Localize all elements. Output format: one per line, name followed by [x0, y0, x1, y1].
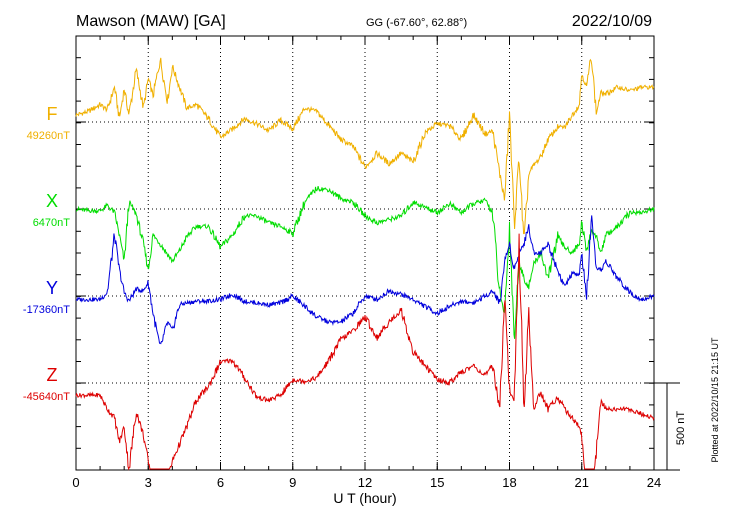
series-name-y: Y: [46, 278, 58, 298]
x-tick-label: 21: [575, 475, 589, 490]
series-baseline-f: 49260nT: [27, 130, 71, 142]
x-tick-label: 15: [430, 475, 444, 490]
series-line-x: [75, 185, 655, 339]
series-layer: [75, 57, 655, 471]
plotted-at-note: Plotted at 2022/10/15 21:15 UT: [710, 337, 720, 463]
series-line-z: [75, 233, 655, 471]
x-tick-label: 6: [217, 475, 224, 490]
series-line-f: [75, 57, 655, 235]
x-tick-label: 9: [289, 475, 296, 490]
series-name-f: F: [47, 104, 58, 124]
axis-ticks: 0 3 6 9 12 15 18 21 24: [72, 35, 661, 490]
coordinates-label: GG (-67.60°, 62.88°): [366, 17, 467, 29]
series-baseline-z: -45640nT: [23, 391, 70, 403]
series-name-x: X: [46, 191, 58, 211]
x-tick-label: 3: [145, 475, 152, 490]
grid-lines: [76, 36, 654, 470]
scale-bar-label: 500 nT: [675, 411, 687, 446]
station-title: Mawson (MAW) [GA]: [76, 13, 226, 30]
x-tick-label: 12: [358, 475, 372, 490]
series-baseline-y: -17360nT: [23, 304, 70, 316]
series-name-z: Z: [47, 365, 58, 385]
series-baseline-x: 6470nT: [33, 217, 71, 229]
x-tick-label: 18: [502, 475, 516, 490]
x-tick-label: 0: [72, 475, 79, 490]
series-line-y: [75, 215, 655, 345]
x-axis-label: U T (hour): [333, 490, 396, 506]
series-labels: F 49260nT X 6470nT Y -17360nT Z -45640nT: [23, 104, 70, 403]
date-label: 2022/10/09: [572, 13, 652, 30]
scale-bar: 500 nT: [654, 382, 687, 471]
x-tick-label: 24: [647, 475, 661, 490]
